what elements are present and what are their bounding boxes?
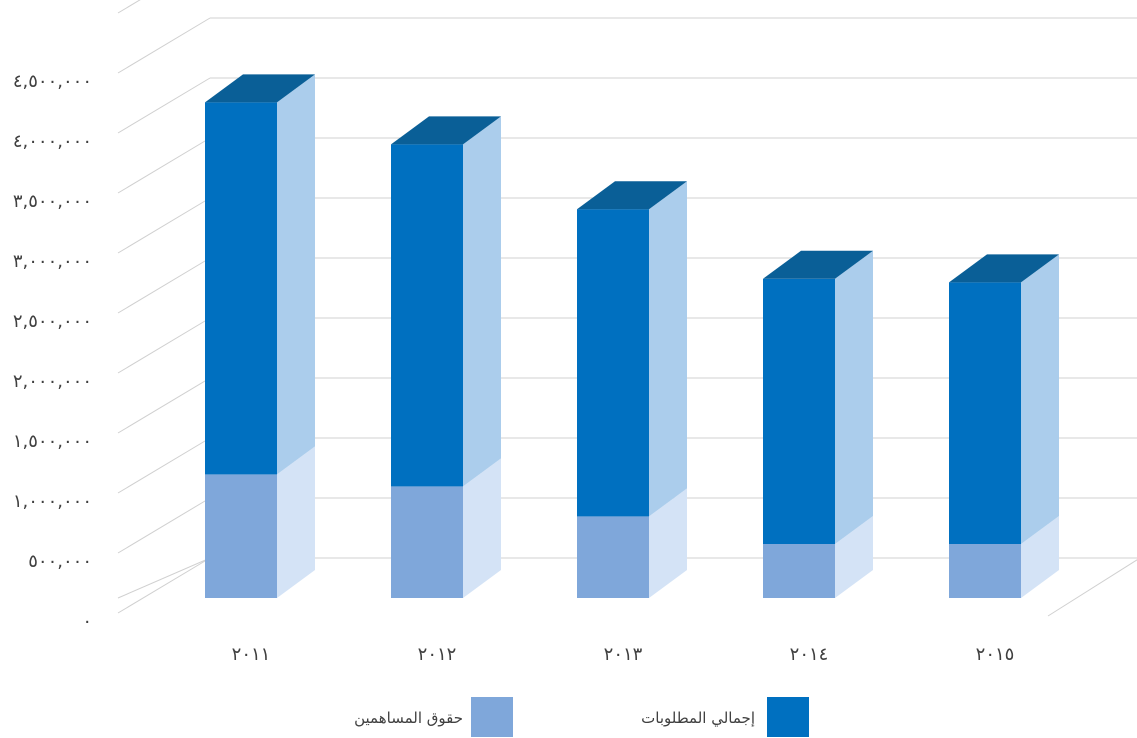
bar-top	[577, 181, 687, 210]
bar-liabilities-side	[835, 250, 873, 545]
y-tick-label: ١,٠٠٠,٠٠٠	[13, 491, 92, 512]
bar-equity	[949, 544, 1021, 598]
bar-top	[763, 250, 873, 279]
gridline-diagonal	[117, 0, 141, 14]
x-category-label: ٢٠١٥	[976, 644, 1015, 665]
bar-liabilities	[949, 282, 1021, 544]
y-tick-label: ٢,٥٠٠,٠٠٠	[13, 311, 92, 332]
bar-equity	[205, 474, 277, 598]
bar-liabilities-side	[463, 116, 501, 487]
x-category-label: ٢٠١٤	[790, 644, 829, 665]
legend-swatch-liabilities	[767, 697, 809, 737]
bar-liabilities-side	[1021, 254, 1059, 544]
gridline-diagonal	[117, 497, 211, 554]
bar-top	[391, 116, 501, 145]
y-tick-label: ٥٠٠,٠٠٠	[28, 551, 92, 572]
gridline-diagonal	[117, 257, 211, 314]
bar-equity-side	[463, 458, 501, 598]
bar-liabilities	[205, 102, 277, 475]
bar-equity-side	[835, 516, 873, 598]
gridline-diagonal	[117, 77, 211, 134]
x-axis-category-labels: ٢٠١١ ٢٠١٢ ٢٠١٣ ٢٠١٤ ٢٠١٥	[232, 644, 1015, 665]
gridline-diagonal	[117, 317, 211, 374]
gridline-diagonal	[117, 437, 211, 494]
gridline-diagonal	[117, 17, 211, 74]
x-category-label: ٢٠١٢	[418, 644, 457, 665]
y-tick-label: ٢,٠٠٠,٠٠٠	[13, 371, 92, 392]
bar-liabilities	[763, 278, 835, 544]
bar-liabilities-side	[649, 181, 687, 517]
y-tick-label: ٤,٠٠٠,٠٠٠	[13, 131, 92, 152]
y-axis-tick-labels: ٠ ٥٠٠,٠٠٠ ١,٠٠٠,٠٠٠ ١,٥٠٠,٠٠٠ ٢,٠٠٠,٠٠٠ ٢,٥٠٠…	[13, 71, 92, 632]
y-tick-label: ٤,٥٠٠,٠٠٠	[13, 71, 92, 92]
bar-liabilities	[577, 209, 649, 517]
y-tick-label: ٣,٠٠٠,٠٠٠	[13, 251, 92, 272]
y-tick-label: ٠	[82, 611, 92, 632]
bar-equity-side	[277, 446, 315, 598]
legend-swatch-equity	[471, 697, 513, 737]
bar-top	[949, 254, 1059, 283]
gridline-diagonal	[117, 377, 211, 434]
gridline-diagonal	[117, 197, 211, 254]
bar-equity-side	[1021, 516, 1059, 598]
bar-equity-side	[649, 488, 687, 598]
bar-liabilities	[391, 144, 463, 487]
bar-liabilities-side	[277, 74, 315, 475]
x-category-label: ٢٠١١	[232, 644, 271, 665]
gridline-diagonal	[117, 557, 211, 614]
x-category-label: ٢٠١٣	[604, 644, 643, 665]
bar-equity	[763, 544, 835, 598]
y-tick-label: ١,٥٠٠,٠٠٠	[13, 431, 92, 452]
bar-equity	[577, 516, 649, 598]
legend: إجمالي المطلوبات حقوق المساهمين	[354, 697, 809, 737]
bar-equity	[391, 486, 463, 598]
bar-top	[205, 74, 315, 103]
legend-label-liabilities: إجمالي المطلوبات	[641, 709, 755, 728]
gridline-diagonal	[117, 137, 211, 194]
y-tick-label: ٣,٥٠٠,٠٠٠	[13, 191, 92, 212]
legend-label-equity: حقوق المساهمين	[354, 709, 463, 727]
bars	[205, 74, 1059, 598]
